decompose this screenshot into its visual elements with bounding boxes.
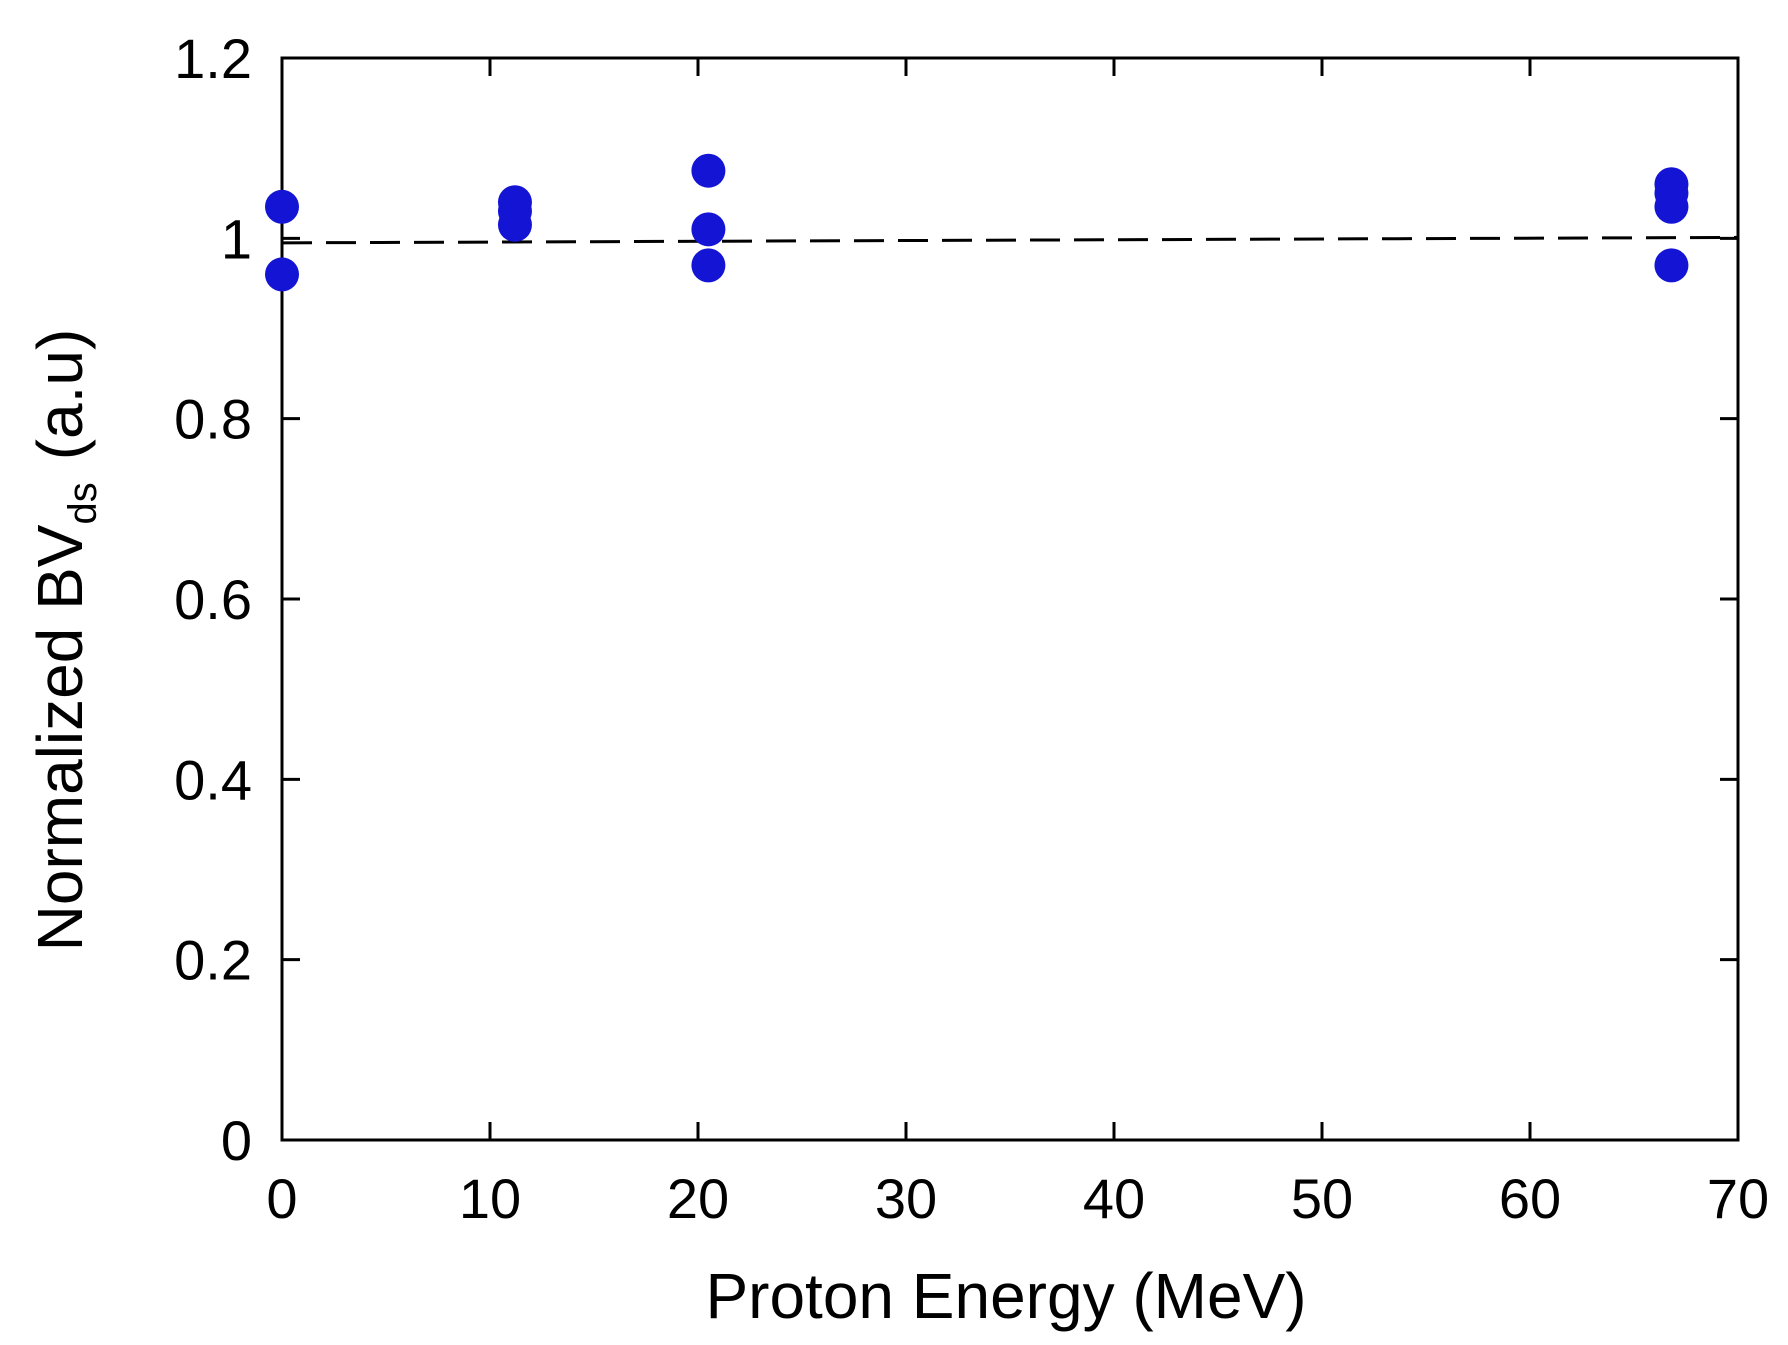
y-tick-label: 0.2 (174, 929, 252, 992)
reference-line-layer (281, 235, 1739, 245)
y-axis-title-subscript: ds (61, 482, 105, 524)
y-axis-title-main: Normalized BV (24, 524, 96, 951)
x-tick-label: 20 (667, 1167, 729, 1230)
data-point (265, 189, 299, 224)
data-point (497, 207, 532, 242)
data-points (265, 153, 1689, 292)
data-point (1654, 189, 1689, 224)
data-point (691, 153, 726, 188)
y-axis-title: Normalized BVds (a.u) (24, 329, 105, 952)
y-tick-label: 1 (221, 207, 252, 270)
y-tick-label: 1.2 (174, 27, 252, 90)
tick-labels: 0 10 20 30 40 50 60 70 0 0.2 0.4 0.6 0.8 1 1.2 (174, 27, 1769, 1230)
data-point (691, 248, 726, 283)
reference-line (281, 235, 1739, 245)
y-tick-label: 0.4 (174, 748, 252, 811)
ticks (280, 56, 1740, 1142)
data-point (265, 257, 299, 292)
y-axis-title-unit: (a.u) (24, 329, 96, 461)
x-tick-label: 50 (1291, 1167, 1353, 1230)
x-tick-label: 10 (459, 1167, 521, 1230)
data-point (691, 212, 726, 247)
y-tick-label: 0 (221, 1109, 252, 1172)
x-axis-title: Proton Energy (MeV) (705, 1260, 1306, 1332)
y-tick-label: 0.6 (174, 568, 252, 631)
x-tick-label: 60 (1499, 1167, 1561, 1230)
x-tick-label: 70 (1707, 1167, 1769, 1230)
x-tick-label: 40 (1083, 1167, 1145, 1230)
y-tick-label: 0.8 (174, 388, 252, 451)
data-point (1654, 248, 1689, 283)
x-tick-label: 0 (266, 1167, 297, 1230)
x-tick-label: 30 (875, 1167, 937, 1230)
